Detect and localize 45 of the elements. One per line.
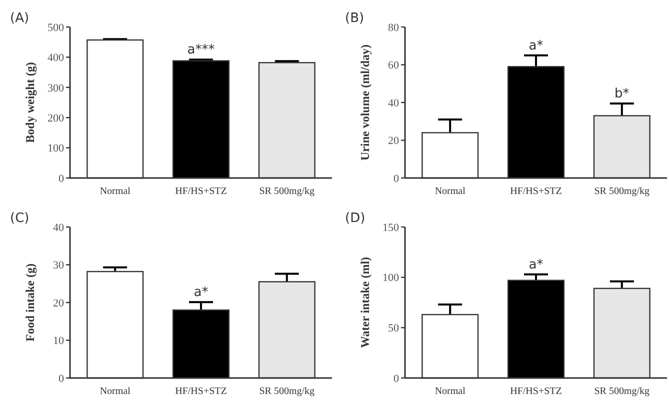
y-tick-label: 40 xyxy=(53,222,64,234)
y-axis-title: Water intake (ml) xyxy=(358,256,372,348)
y-tick-label: 20 xyxy=(388,135,400,148)
x-tick-label: SR 500mg/kg xyxy=(259,186,315,197)
y-tick-label: 0 xyxy=(58,372,64,385)
y-tick-label: 0 xyxy=(394,372,400,385)
y-tick-label: 0 xyxy=(58,172,64,185)
y-tick-label: 80 xyxy=(388,22,400,34)
annotation: a* xyxy=(528,257,544,272)
x-tick-label: Normal xyxy=(434,186,466,197)
y-axis-title: Urine volume (ml/day) xyxy=(358,44,372,160)
y-tick-label: 40 xyxy=(388,97,400,110)
x-tick-label: HF/HS+STZ xyxy=(510,186,562,197)
annotation: a* xyxy=(194,285,209,300)
x-tick-label: HF/HS+STZ xyxy=(175,186,227,197)
chart-title: (A) xyxy=(10,11,30,26)
chart-title: (C) xyxy=(10,211,30,226)
y-tick-label: 10 xyxy=(53,335,64,348)
x-tick-label: HF/HS+STZ xyxy=(510,386,562,397)
x-tick-label: SR 500mg/kg xyxy=(594,386,650,397)
chart-title: (B) xyxy=(345,11,364,26)
x-tick-label: SR 500mg/kg xyxy=(259,386,315,397)
y-axis-title: Body weight (g) xyxy=(23,62,37,143)
x-tick-label: HF/HS+STZ xyxy=(175,386,227,397)
x-tick-label: Normal xyxy=(100,186,131,197)
y-tick-label: 100 xyxy=(48,142,64,155)
y-tick-label: 20 xyxy=(53,297,64,310)
annotation: a*** xyxy=(187,42,216,58)
annotation: b* xyxy=(614,86,630,102)
y-axis-title: Food intake (g) xyxy=(23,263,37,342)
x-tick-label: Normal xyxy=(100,386,131,397)
y-tick-label: 500 xyxy=(48,22,64,34)
y-tick-label: 100 xyxy=(382,272,400,284)
y-tick-label: 200 xyxy=(48,112,64,124)
chart-title: (D) xyxy=(345,211,366,226)
y-tick-label: 60 xyxy=(388,60,400,72)
x-tick-label: Normal xyxy=(434,386,466,397)
y-tick-label: 300 xyxy=(48,82,64,94)
x-tick-label: SR 500mg/kg xyxy=(594,186,650,197)
y-tick-label: 50 xyxy=(388,322,400,335)
y-tick-label: 30 xyxy=(53,260,64,272)
y-tick-label: 150 xyxy=(382,222,400,234)
annotation: a* xyxy=(528,38,544,54)
y-tick-label: 0 xyxy=(394,172,400,185)
y-tick-label: 400 xyxy=(48,52,64,64)
